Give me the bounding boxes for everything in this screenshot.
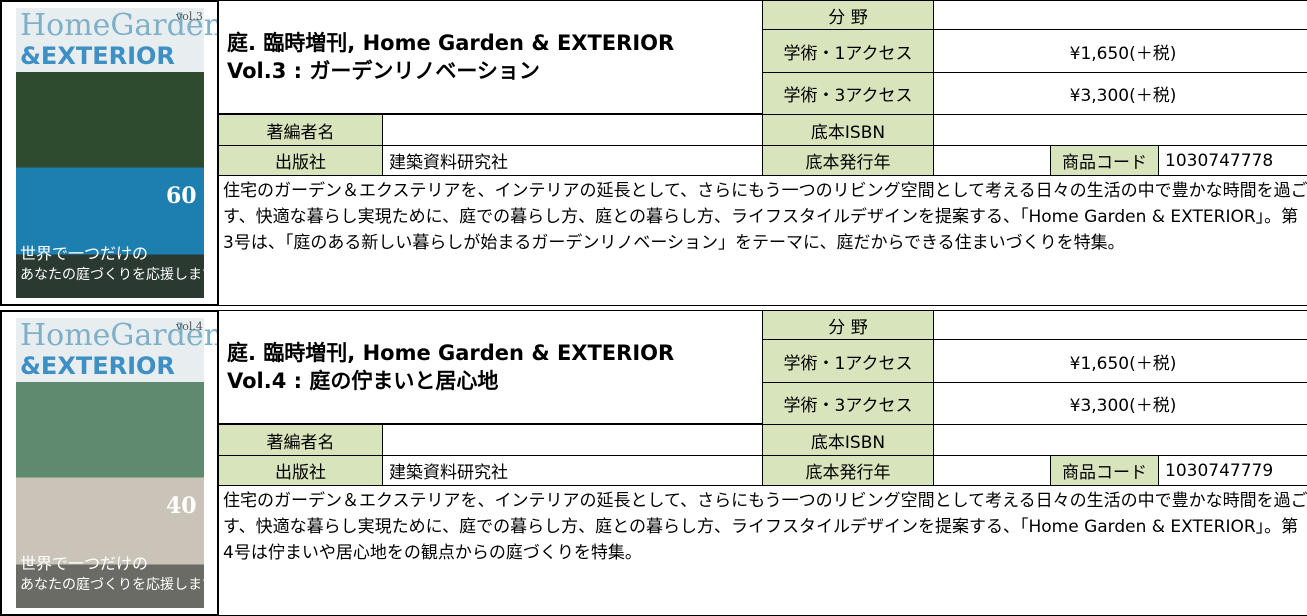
product-title: 庭. 臨時増刊, Home Garden & EXTERIOR Vol.3 : ガ… [218, 0, 763, 114]
code-value: 1030747779 [1158, 455, 1307, 486]
cover-art: HomeGarden &EXTERIOR vol.3 60 世界で一つだけのあなたの庭づ… [16, 8, 217, 298]
access1-label: 学術・1アクセス [762, 339, 934, 383]
code-label: 商品コード [1050, 455, 1159, 486]
cover-number: 40 [166, 493, 197, 519]
access1-price: ¥1,650(＋税) [933, 29, 1307, 73]
cover-masthead: HomeGarden [20, 8, 219, 43]
field-label: 分 野 [762, 310, 934, 340]
publisher-value: 建築資料研究社 [382, 455, 763, 486]
access1-label: 学術・1アクセス [762, 29, 934, 73]
access1-price: ¥1,650(＋税) [933, 339, 1307, 383]
isbn-label: 底本ISBN [762, 424, 934, 456]
cover-sub: &EXTERIOR [20, 352, 175, 380]
isbn-label: 底本ISBN [762, 114, 934, 146]
cover-tagline: あなたの庭づくりを応援します [20, 577, 216, 593]
code-label: 商品コード [1050, 145, 1159, 176]
code-value: 1030747778 [1158, 145, 1307, 176]
year-value [933, 455, 1051, 486]
publisher-label: 出版社 [218, 455, 383, 486]
cover-masthead: HomeGarden [20, 318, 219, 353]
title-line: 庭. 臨時増刊, Home Garden & EXTERIOR [227, 31, 675, 55]
publisher-label: 出版社 [218, 145, 383, 176]
cover-image: HomeGarden &EXTERIOR vol.3 60 世界で一つだけのあなたの庭づ… [0, 0, 219, 306]
cover-vol: vol.4 [176, 320, 203, 333]
cover-tagline: 世界で一つだけの [20, 244, 149, 263]
isbn-value [933, 424, 1307, 456]
access3-label: 学術・3アクセス [762, 382, 934, 425]
author-label: 著編者名 [218, 424, 383, 456]
description: 住宅のガーデン＆エクステリアを、インテリアの延長として、さらにもう一つのリビング… [218, 485, 1307, 616]
title-line: Vol.4 : 庭の佇まいと居心地 [227, 369, 499, 393]
author-label: 著編者名 [218, 114, 383, 146]
year-value [933, 145, 1051, 176]
access3-price: ¥3,300(＋税) [933, 72, 1307, 115]
title-line: Vol.3 : ガーデンリノベーション [227, 59, 540, 83]
product-title: 庭. 臨時増刊, Home Garden & EXTERIOR Vol.4 : 庭… [218, 310, 763, 424]
field-value [933, 310, 1307, 340]
author-value [382, 114, 763, 146]
cover-sub: &EXTERIOR [20, 42, 175, 70]
cover-tagline: 世界で一つだけの [20, 554, 149, 573]
cover-image: HomeGarden &EXTERIOR vol.4 40 世界で一つだけのあなたの庭づ… [0, 310, 219, 616]
isbn-value [933, 114, 1307, 146]
field-label: 分 野 [762, 0, 934, 30]
publisher-value: 建築資料研究社 [382, 145, 763, 176]
description: 住宅のガーデン＆エクステリアを、インテリアの延長として、さらにもう一つのリビング… [218, 175, 1307, 306]
cover-vol: vol.3 [176, 10, 203, 23]
access3-price: ¥3,300(＋税) [933, 382, 1307, 425]
cover-art: HomeGarden &EXTERIOR vol.4 40 世界で一つだけのあなたの庭づ… [16, 318, 217, 608]
year-label: 底本発行年 [762, 145, 934, 176]
title-line: 庭. 臨時増刊, Home Garden & EXTERIOR [227, 341, 675, 365]
cover-tagline: あなたの庭づくりを応援します [20, 267, 216, 283]
field-value [933, 0, 1307, 30]
access3-label: 学術・3アクセス [762, 72, 934, 115]
author-value [382, 424, 763, 456]
year-label: 底本発行年 [762, 455, 934, 486]
cover-number: 60 [166, 183, 197, 209]
